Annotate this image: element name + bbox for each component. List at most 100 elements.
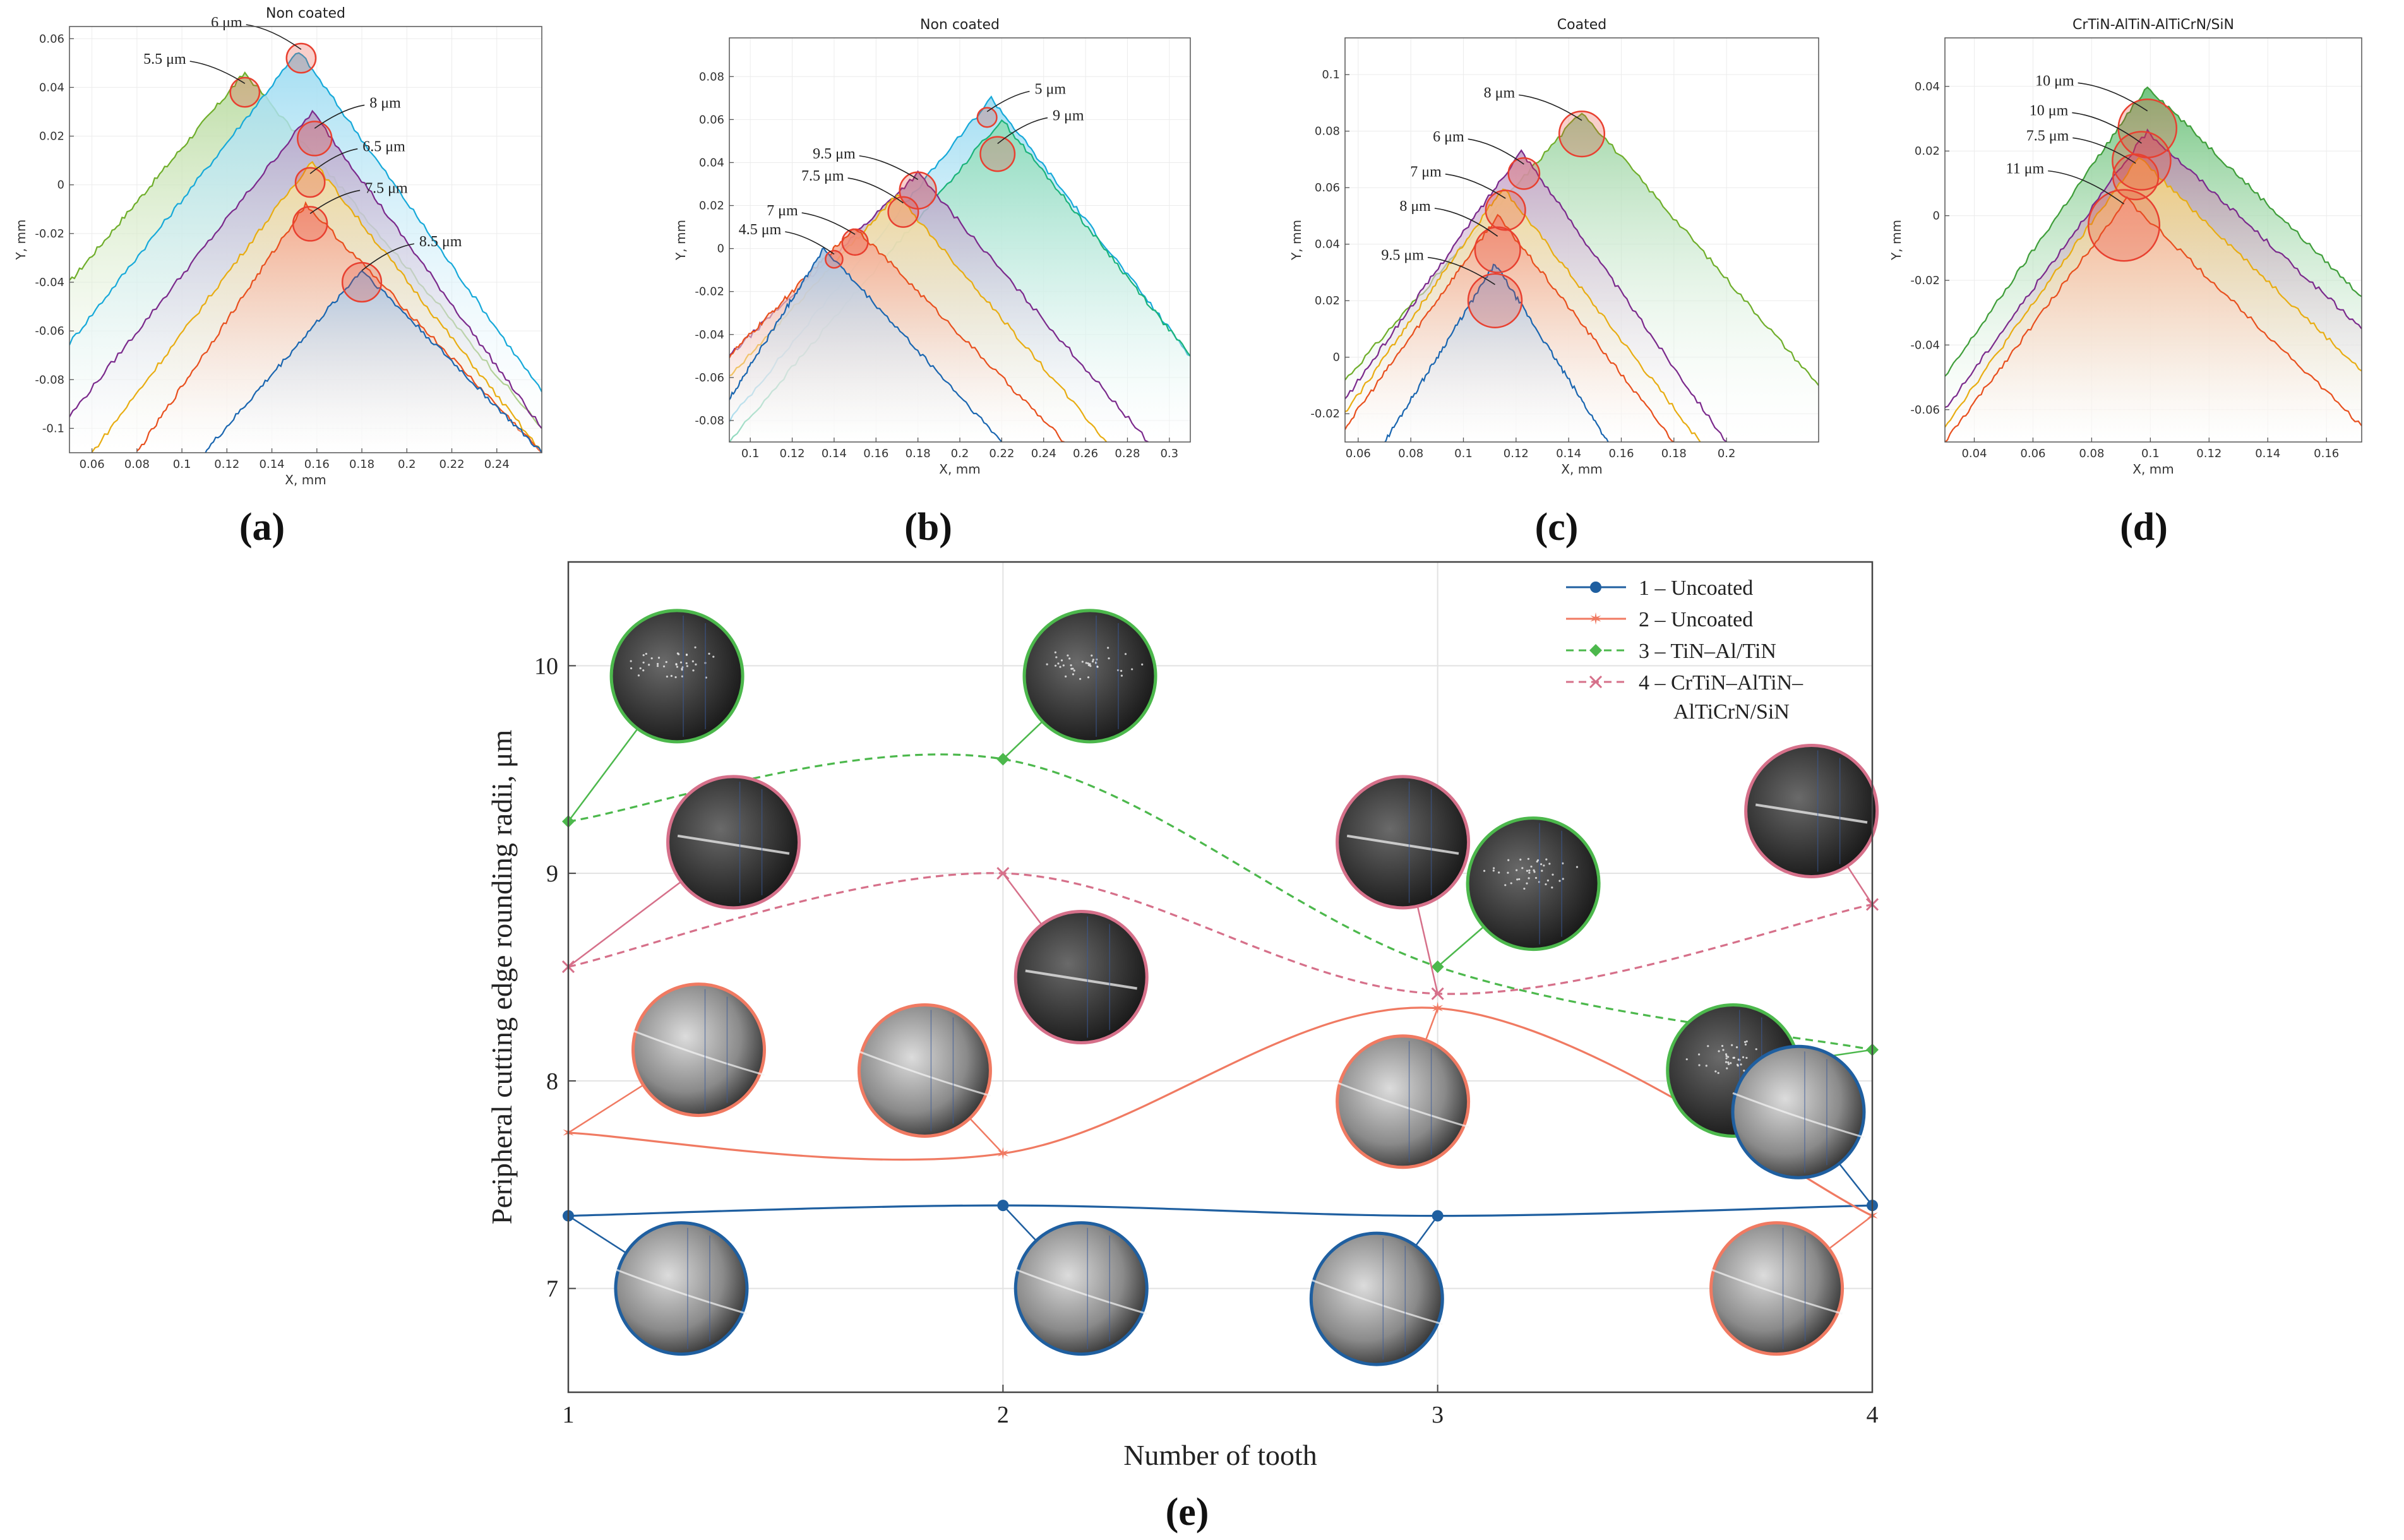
radius-annotation: 6 μm xyxy=(1433,129,1464,145)
micrograph-speck xyxy=(1510,882,1512,885)
micrograph-speck xyxy=(1091,660,1094,663)
plot-frame xyxy=(69,26,542,453)
series-line xyxy=(69,52,542,393)
annotation-arrow xyxy=(2048,170,2124,205)
micrograph-speck xyxy=(1698,1064,1701,1066)
micrograph-speck xyxy=(1576,866,1579,868)
micrograph-edge xyxy=(677,834,790,855)
x-tick-label: 0.3 xyxy=(1160,447,1178,460)
micrograph-edge xyxy=(1025,969,1137,990)
x-tick-label: 0.2 xyxy=(951,447,969,460)
radius-annotation: 7.5 μm xyxy=(365,180,408,196)
panel-label-e: (e) xyxy=(1166,1491,1209,1534)
micrograph-speck xyxy=(1540,863,1543,866)
x-tick-label: 0.12 xyxy=(1504,447,1529,460)
x-tick-label: 0.2 xyxy=(1718,447,1736,460)
x-tick-label: 0.1 xyxy=(173,458,191,471)
annotation-arrow xyxy=(246,24,302,50)
y-tick-label: 0.08 xyxy=(699,70,724,83)
x-tick-label: 0.2 xyxy=(398,458,416,471)
radius-annotation: 4.5 μm xyxy=(739,222,782,238)
micrograph-speck xyxy=(1085,662,1087,664)
x-tick-label: 0.26 xyxy=(1073,447,1098,460)
panel-label-c: (c) xyxy=(1535,506,1579,549)
micrograph-speck xyxy=(1526,882,1528,885)
micrograph-speck xyxy=(1054,664,1057,667)
x-tick-label: 0.06 xyxy=(1346,447,1371,460)
micrograph-speck xyxy=(1120,669,1123,672)
series-area xyxy=(1384,264,1608,442)
micrograph-speck xyxy=(1067,654,1069,657)
x-tick-label: 0.12 xyxy=(780,447,805,460)
radius-annotation: 8.5 μm xyxy=(419,234,462,250)
micrograph-image xyxy=(614,1221,749,1356)
y-tick-label: 0.08 xyxy=(1315,125,1340,138)
x-tick-label: 0.16 xyxy=(304,458,330,471)
micrograph-speck xyxy=(1727,1056,1730,1058)
y-tick-label: 8 xyxy=(546,1068,558,1095)
micrograph-speck xyxy=(1545,858,1548,861)
radius-circle xyxy=(976,107,998,128)
micrograph-speck xyxy=(678,653,680,655)
micrograph-speck xyxy=(1562,862,1564,864)
micrograph-edge xyxy=(1015,1268,1147,1315)
micrograph-speck xyxy=(1541,869,1543,872)
annotation-arrow xyxy=(189,61,246,84)
annotation-arrow xyxy=(361,243,415,272)
micrograph-image xyxy=(666,775,801,910)
micrograph-edge xyxy=(1310,1279,1443,1325)
radius-annotation: 9 μm xyxy=(1053,108,1084,124)
y-tick-label: 0.06 xyxy=(1315,181,1340,194)
micrograph-speck xyxy=(1087,662,1089,665)
series-line xyxy=(91,160,542,453)
y-tick-label: -0.08 xyxy=(695,414,724,427)
x-tick-label: 0.18 xyxy=(906,447,931,460)
micrograph-speck xyxy=(1079,677,1082,680)
micrograph-speck xyxy=(1072,667,1074,670)
x-tick-label: 0.06 xyxy=(2020,447,2045,460)
micrograph-speck xyxy=(1055,656,1058,659)
y-tick-label: -0.02 xyxy=(695,285,724,299)
annotation-arrow xyxy=(2072,112,2142,144)
y-tick-label: -0.04 xyxy=(35,276,64,289)
micrograph-speck xyxy=(1697,1053,1701,1056)
legend-label: 2 – Uncoated xyxy=(1639,608,1753,631)
y-tick-label: 0.04 xyxy=(1315,238,1340,251)
micrograph-speck xyxy=(679,661,683,664)
x-tick-label: 1 xyxy=(563,1402,575,1428)
plot-background xyxy=(568,562,1872,1392)
micrograph-speck xyxy=(1725,1054,1728,1058)
x-tick-label: 0.08 xyxy=(124,458,150,471)
x-tick-label: 0.14 xyxy=(1556,447,1581,460)
radius-circle xyxy=(2112,153,2160,201)
micrograph-speck xyxy=(681,669,683,671)
radius-annotation: 11 μm xyxy=(2006,161,2045,177)
micrograph-speck xyxy=(1707,1045,1709,1048)
x-tick-label: 0.12 xyxy=(2196,447,2222,460)
radius-circle xyxy=(285,42,317,74)
micrograph-edge xyxy=(632,1030,765,1077)
annotation-arrow xyxy=(314,104,365,129)
annotation-arrow xyxy=(309,148,358,174)
radius-annotation: 10 μm xyxy=(2035,73,2074,89)
y-axis-label: Y, mm xyxy=(673,220,688,261)
plot-frame xyxy=(1944,37,2362,443)
y-axis-label: Y, mm xyxy=(1889,220,1904,261)
radius-circle xyxy=(979,136,1016,172)
micrograph-speck xyxy=(1722,1049,1725,1051)
y-tick-label: -0.02 xyxy=(1910,274,1940,287)
panel-d-chart: 10 μm 10 μm 7.5 μm 11 μm 0.04 0.06 0.08 0.1 0.12… xyxy=(1889,17,2362,477)
chart-title: CrTiN-AlTiN-AlTiCrN/SiN xyxy=(2072,17,2234,33)
micrograph-edge xyxy=(1732,1092,1865,1138)
data-point xyxy=(1590,582,1601,593)
series-group xyxy=(1945,86,2362,442)
series-line xyxy=(1384,263,1609,442)
micrograph-speck xyxy=(1718,1050,1720,1053)
annotation-arrow xyxy=(859,155,919,181)
micrograph-speck xyxy=(1498,871,1500,874)
micrograph-speck xyxy=(645,652,647,655)
micrograph-speck xyxy=(657,657,661,659)
legend-label: 3 – TiN–Al/TiN xyxy=(1639,640,1776,663)
micrograph-speck xyxy=(1735,1046,1738,1049)
annotation-arrow xyxy=(785,231,835,255)
